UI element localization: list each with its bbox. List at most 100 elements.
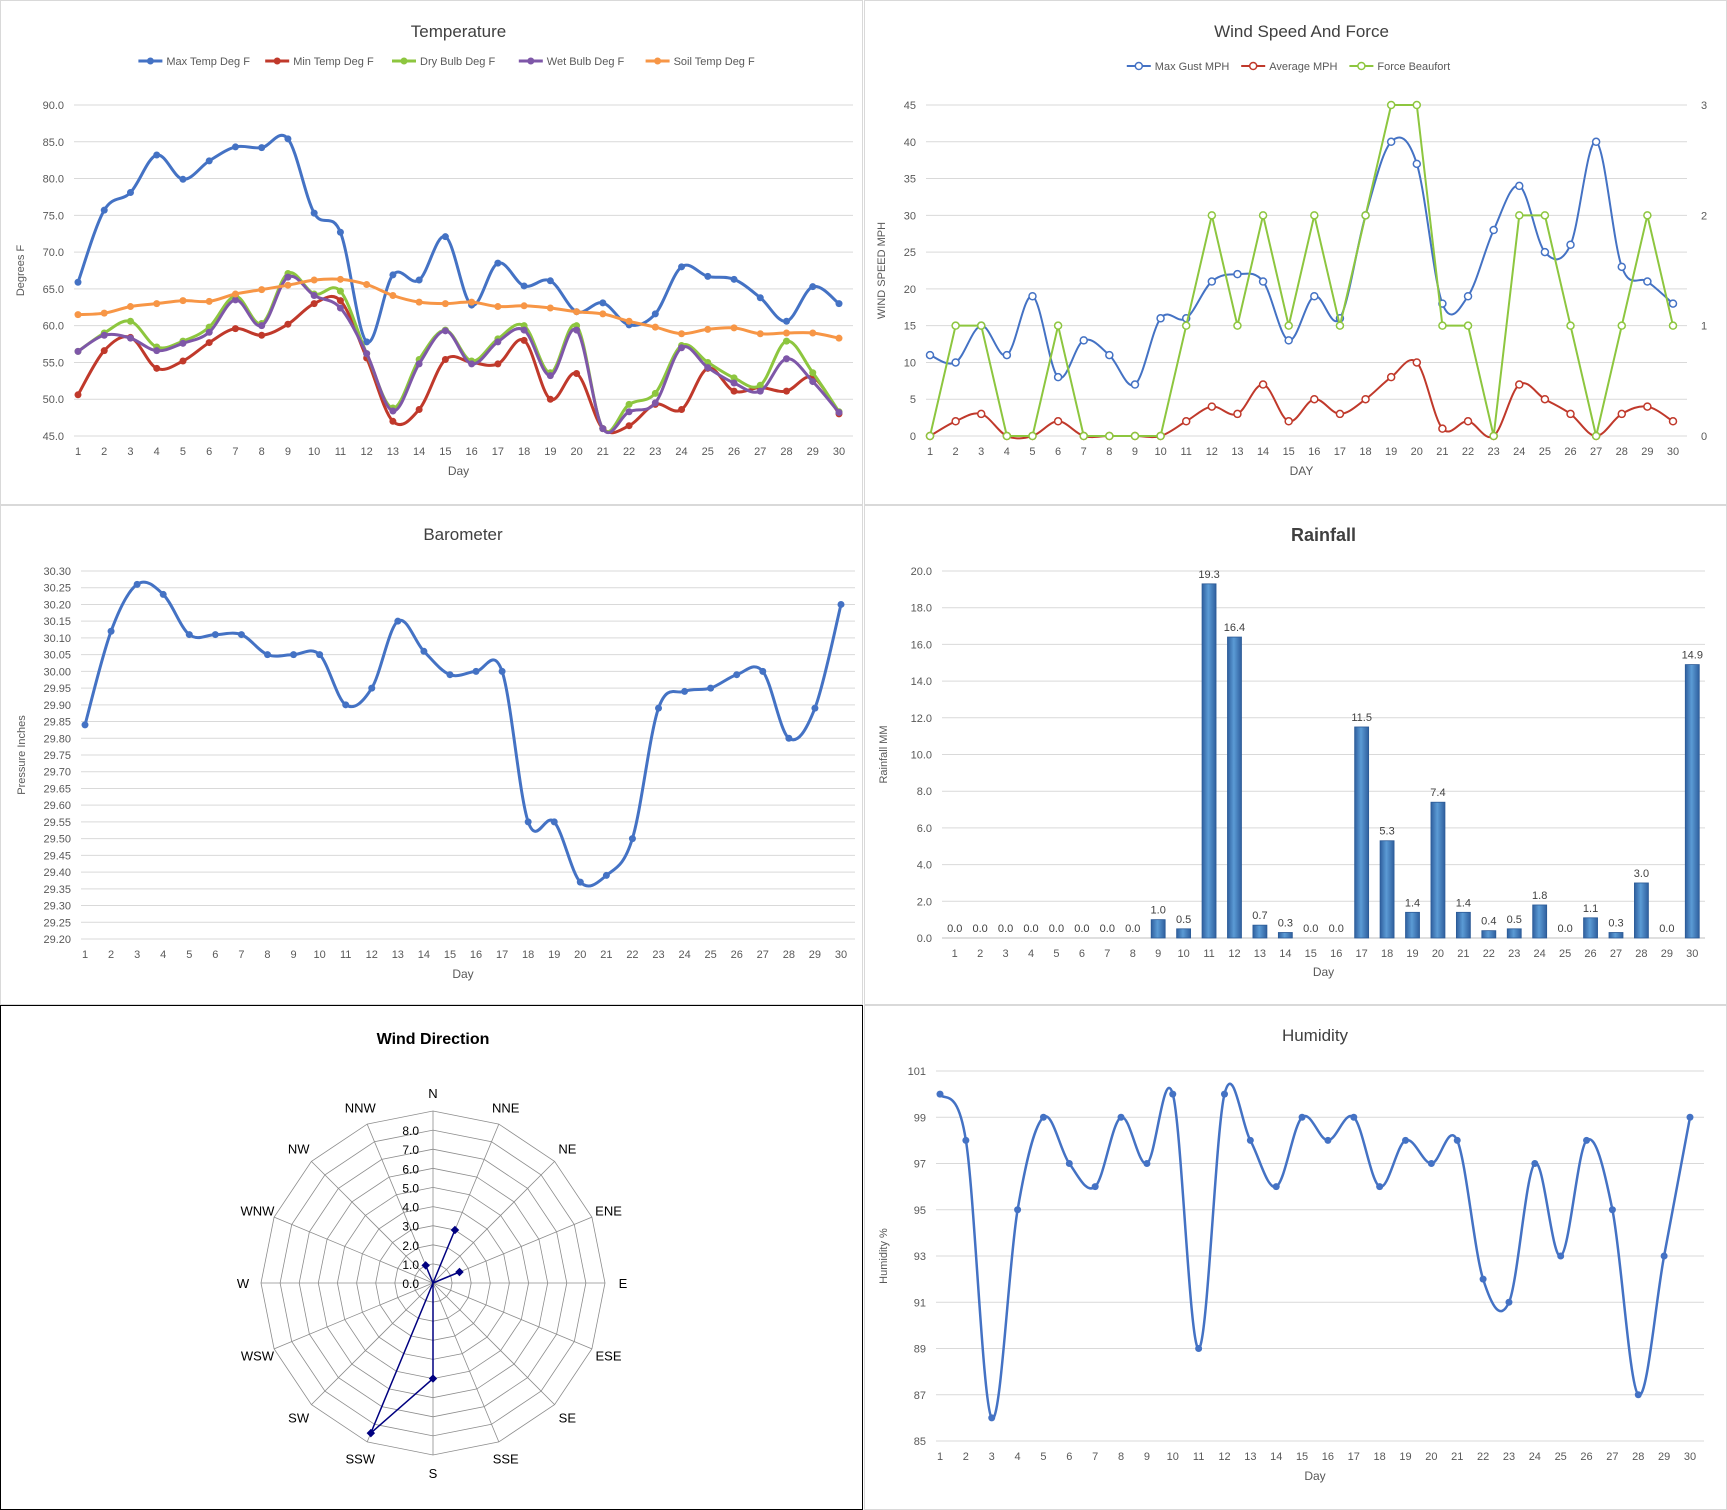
data-point: [730, 374, 738, 382]
y-tick-label: 0: [910, 431, 916, 443]
x-tick-label: 16: [1308, 446, 1320, 458]
y-tick-label: 29.90: [43, 700, 71, 712]
data-point: [1557, 1252, 1565, 1260]
radar-spoke: [273, 1282, 434, 1350]
data-point: [976, 409, 986, 419]
y2-tick-label: 3: [1701, 100, 1707, 112]
data-point: [925, 431, 935, 441]
y-tick-label: 29.95: [43, 683, 71, 695]
data-point: [651, 389, 659, 397]
x-tick-label: 29: [1661, 948, 1673, 960]
x-tick-label: 20: [1425, 1451, 1437, 1463]
y-tick-label: 12.0: [911, 713, 932, 725]
x-tick-label: 29: [809, 949, 821, 961]
bar: [1532, 904, 1548, 939]
y-axis-label: Humidity %: [878, 1228, 890, 1284]
data-point: [1350, 1113, 1358, 1121]
x-tick-label: 12: [1228, 948, 1240, 960]
legend-swatch-marker: [1357, 61, 1366, 71]
data-point: [468, 360, 476, 368]
data-point: [368, 684, 376, 692]
data-point: [546, 304, 554, 312]
y-tick-label: 14.0: [911, 676, 932, 688]
data-point: [185, 631, 193, 639]
data-point: [1668, 417, 1678, 426]
data-point: [550, 818, 558, 826]
radar-category-label: NW: [288, 1142, 310, 1157]
data-point: [258, 286, 266, 294]
radar-tick-label: 6.0: [402, 1162, 419, 1176]
x-tick-label: 22: [626, 949, 638, 961]
data-point: [759, 667, 767, 675]
radar-tick-label: 0.0: [402, 1277, 419, 1291]
x-tick-label: 5: [1029, 446, 1035, 458]
y-tick-label: 30.15: [43, 616, 71, 628]
x-tick-label: 1: [927, 446, 933, 458]
x-tick-label: 2: [101, 446, 107, 458]
data-point: [498, 667, 506, 675]
x-tick-label: 18: [1359, 446, 1371, 458]
data-point: [394, 617, 402, 625]
x-tick-label: 19: [544, 446, 556, 458]
bar: [1455, 911, 1471, 939]
bar: [1684, 664, 1700, 939]
data-point: [730, 379, 738, 387]
data-point: [625, 400, 633, 408]
data-point: [599, 310, 607, 318]
radar-spoke: [432, 1282, 500, 1443]
data-point: [962, 1136, 970, 1144]
data-point: [1156, 431, 1165, 441]
x-tick-label: 21: [1457, 948, 1469, 960]
data-point: [1091, 1183, 1099, 1191]
data-point: [310, 209, 318, 217]
x-tick-label: 12: [361, 446, 373, 458]
data-label: 1.8: [1532, 890, 1547, 902]
data-point: [1505, 1298, 1513, 1306]
data-point: [1668, 321, 1678, 330]
data-point: [783, 317, 791, 325]
x-tick-label: 20: [570, 446, 582, 458]
data-label: 0.4: [1481, 916, 1496, 928]
y-axis-label: Pressure Inches: [16, 715, 28, 795]
data-point: [655, 704, 663, 712]
x-tick-label: 17: [496, 949, 508, 961]
x-tick-label: 19: [1399, 1451, 1411, 1463]
radar-category-label: SSE: [493, 1452, 519, 1467]
data-point: [1105, 350, 1114, 360]
radar-spoke: [432, 1161, 555, 1284]
data-point: [756, 387, 764, 395]
x-tick-label: 22: [1483, 948, 1495, 960]
y-tick-label: 30: [904, 210, 916, 222]
data-point: [756, 294, 764, 302]
data-point: [263, 651, 271, 659]
data-point: [524, 818, 532, 826]
data-point: [1376, 1183, 1384, 1191]
radar-category-label: WNW: [240, 1203, 275, 1218]
bar: [1583, 917, 1598, 939]
data-point: [441, 300, 449, 308]
data-point: [1169, 1090, 1177, 1098]
radar-tick-label: 4.0: [402, 1201, 419, 1215]
data-label: 1.4: [1405, 897, 1420, 909]
y-tick-label: 30.00: [43, 666, 71, 678]
data-point: [1284, 417, 1293, 426]
data-label: 0.0: [1074, 923, 1089, 935]
y-tick-label: 30.05: [43, 650, 71, 662]
x-tick-label: 14: [413, 446, 425, 458]
x-tick-label: 12: [366, 949, 378, 961]
data-point: [1591, 137, 1601, 147]
series-line-2: [77, 271, 841, 434]
legend-swatch-marker: [400, 57, 408, 65]
chart-title: Humidity: [1282, 1026, 1349, 1045]
x-tick-label: 13: [1244, 1451, 1256, 1463]
data-point: [1246, 1136, 1254, 1144]
data-point: [1463, 291, 1473, 301]
x-tick-label: 18: [518, 446, 530, 458]
x-tick-label: 2: [953, 446, 959, 458]
data-point: [704, 272, 712, 280]
x-tick-label: 25: [1555, 1451, 1567, 1463]
data-point: [389, 271, 397, 279]
y-tick-label: 65.0: [43, 284, 64, 296]
data-point: [704, 325, 712, 333]
